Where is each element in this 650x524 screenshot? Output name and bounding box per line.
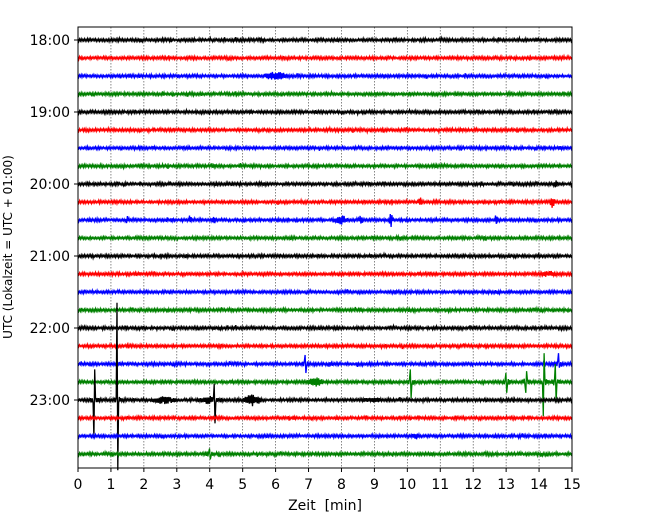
trace-2145 <box>77 305 573 315</box>
y-tick-label: 19:00 <box>30 105 70 121</box>
x-tick-label: 6 <box>271 477 280 493</box>
trace-2315 <box>77 413 573 423</box>
y-tick-label: 21:00 <box>30 249 70 265</box>
trace-2130 <box>77 287 573 297</box>
y-axis-ticks: 18:00 19:00 20:00 21:00 22:00 23:00 <box>30 33 78 409</box>
grid-lines <box>110 27 540 468</box>
x-tick-label: 1 <box>106 477 115 493</box>
trace-2200 <box>77 323 573 333</box>
trace-1945 <box>77 161 573 171</box>
x-tick-label: 3 <box>172 477 181 493</box>
plot-frame <box>77 26 573 469</box>
y-tick-label: 22:00 <box>30 321 70 337</box>
x-axis-ticks: 0 1 2 3 4 5 6 7 8 9 10 11 12 13 14 15 <box>74 468 581 493</box>
trace-2100 <box>77 251 573 261</box>
trace-1830 <box>77 71 573 81</box>
y-tick-label: 18:00 <box>30 33 70 49</box>
trace-2230 <box>77 353 573 374</box>
trace-2115 <box>77 269 573 279</box>
trace-1930 <box>77 143 573 153</box>
y-tick-label: 23:00 <box>30 393 70 409</box>
trace-1815 <box>77 53 573 63</box>
trace-2030 <box>77 213 573 227</box>
x-tick-label: 2 <box>139 477 148 493</box>
x-axis-label: Zeit [min] <box>288 498 362 514</box>
trace-2345 <box>77 448 573 460</box>
trace-2245 <box>77 353 573 417</box>
trace-1900 <box>77 107 573 117</box>
trace-1915 <box>77 125 573 135</box>
x-tick-label: 8 <box>337 477 346 493</box>
x-tick-label: 11 <box>431 477 449 493</box>
trace-1800 <box>77 35 573 45</box>
trace-2215 <box>77 341 573 351</box>
x-tick-label: 9 <box>370 477 379 493</box>
x-tick-label: 10 <box>398 477 416 493</box>
x-tick-label: 5 <box>238 477 247 493</box>
seismic-traces <box>77 35 573 471</box>
trace-2330 <box>77 431 573 441</box>
y-axis-label: UTC (Lokalzeit = UTC + 01:00) <box>1 155 15 339</box>
y-tick-label: 20:00 <box>30 177 70 193</box>
trace-1845 <box>77 89 573 99</box>
x-tick-label: 7 <box>304 477 313 493</box>
x-tick-label: 0 <box>74 477 83 493</box>
x-tick-label: 14 <box>530 477 548 493</box>
x-tick-label: 15 <box>563 477 581 493</box>
trace-2000 <box>77 179 573 189</box>
x-tick-label: 13 <box>497 477 515 493</box>
x-tick-label: 12 <box>464 477 482 493</box>
trace-2300 <box>77 302 573 471</box>
x-tick-label: 4 <box>205 477 214 493</box>
trace-2045 <box>77 233 573 243</box>
trace-2015 <box>77 197 573 208</box>
